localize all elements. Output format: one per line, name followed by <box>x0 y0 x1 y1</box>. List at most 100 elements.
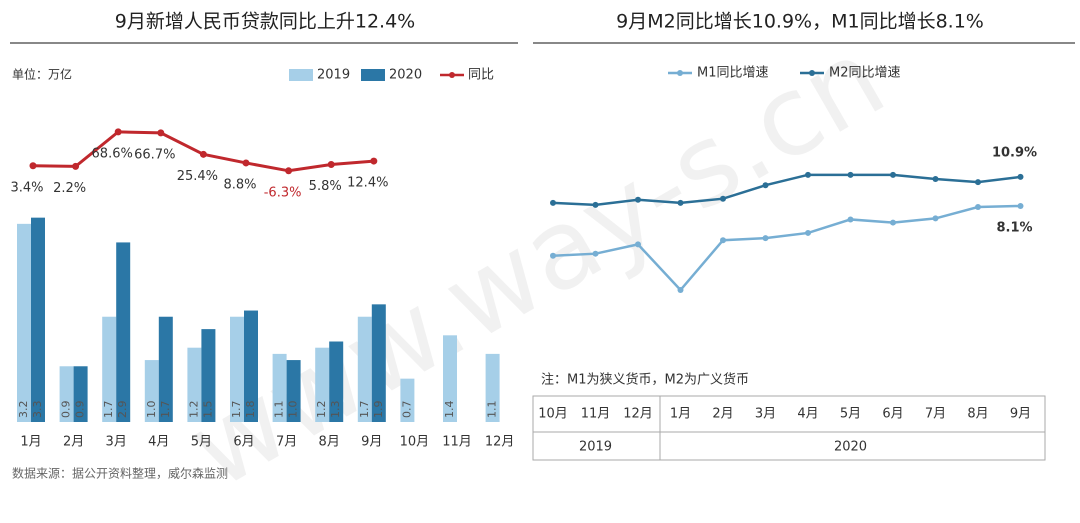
x-tick-label: 1月 <box>20 435 41 450</box>
yoy-point <box>199 150 207 158</box>
x-tick-label: 2月 <box>712 407 733 422</box>
bar-label: 1.8 <box>244 401 257 419</box>
x-group-label: 2020 <box>834 440 867 455</box>
bar-label: 1.7 <box>230 401 243 419</box>
x-tick-label: 6月 <box>882 407 903 422</box>
bar <box>357 316 372 422</box>
series-line <box>552 173 1021 207</box>
yoy-point <box>285 167 293 175</box>
series-line <box>552 204 1021 292</box>
point <box>1017 202 1024 209</box>
data-label: 2.2% <box>53 181 86 196</box>
legend-swatch <box>289 69 313 81</box>
point <box>1017 173 1024 180</box>
x-tick-label: 12月 <box>623 407 653 422</box>
bar-label: 0.7 <box>400 401 413 419</box>
point <box>550 252 556 259</box>
chart-title: 9月新增人民币贷款同比上升12.4% <box>115 11 415 33</box>
point <box>677 287 684 293</box>
point <box>975 179 981 186</box>
bar <box>102 316 117 422</box>
x-tick-label: 12月 <box>485 435 515 450</box>
x-tick-label: 11月 <box>581 407 611 422</box>
point <box>762 235 769 242</box>
point <box>805 171 811 178</box>
data-label: 8.8% <box>223 177 256 192</box>
bar-label: 1.2 <box>187 401 200 419</box>
bar <box>400 378 415 422</box>
chart-title: 9月M2同比增长10.9%，M1同比增长8.1% <box>616 11 984 33</box>
point <box>762 182 769 189</box>
yoy-point <box>242 159 250 167</box>
bar-label: 1.7 <box>102 401 115 419</box>
bar <box>371 304 386 422</box>
data-label: 66.7% <box>134 147 175 162</box>
yoy-point <box>29 162 37 170</box>
bar-label: 1.3 <box>329 401 342 419</box>
x-tick-label: 10月 <box>400 435 430 450</box>
legend-label: 同比 <box>468 68 494 83</box>
bar <box>59 366 74 422</box>
bar-label: 1.0 <box>287 401 300 419</box>
bar-label: 1.0 <box>145 401 158 419</box>
bar-label: 1.7 <box>159 401 172 419</box>
note: 注：M1为狭义货币，M2为广义货币 <box>541 372 749 388</box>
x-group-label: 2019 <box>579 440 612 455</box>
bar <box>144 360 159 422</box>
bar-label: 1.1 <box>486 401 499 419</box>
table-frame <box>532 395 1046 461</box>
data-label: -6.3% <box>264 185 302 200</box>
point <box>890 171 896 178</box>
legend-dot <box>677 70 683 76</box>
yoy-point <box>370 157 378 165</box>
x-tick-label: 10月 <box>538 407 568 422</box>
bar <box>286 360 301 422</box>
bar-label: 2.9 <box>116 401 129 419</box>
source: 数据来源：据公开资料整理，威尔森监测 <box>12 466 228 481</box>
legend-label: 2019 <box>317 68 350 83</box>
legend-dot <box>449 72 455 78</box>
data-label: 68.6% <box>92 146 133 161</box>
point <box>550 199 556 206</box>
bar <box>31 217 45 422</box>
bar-label: 1.2 <box>315 401 328 419</box>
point <box>932 175 939 182</box>
bar <box>17 223 31 422</box>
x-tick-label: 9月 <box>361 435 382 450</box>
data-label: 8.1% <box>996 220 1032 235</box>
legend-label: M1同比增速 <box>697 66 769 81</box>
point <box>847 171 854 178</box>
point <box>720 195 726 202</box>
bar-label: 0.9 <box>74 401 87 419</box>
data-label: 3.4% <box>10 180 43 195</box>
x-tick-label: 6月 <box>233 435 254 450</box>
point <box>805 229 811 236</box>
data-label: 10.9% <box>992 145 1037 160</box>
bar <box>201 329 216 422</box>
x-tick-label: 4月 <box>148 435 169 450</box>
point <box>847 216 854 223</box>
point <box>677 199 684 206</box>
point <box>592 250 599 257</box>
legend-label: 2020 <box>389 68 422 83</box>
x-tick-label: 3月 <box>755 407 776 422</box>
bar <box>315 347 330 422</box>
bar <box>187 347 202 422</box>
x-tick-label: 7月 <box>276 435 297 450</box>
bar-label: 1.7 <box>358 401 371 419</box>
legend-label: M2同比增速 <box>829 66 901 81</box>
point <box>890 219 896 226</box>
x-tick-label: 5月 <box>191 435 212 450</box>
point <box>635 241 641 248</box>
point <box>932 215 939 222</box>
legend-dot <box>809 70 815 76</box>
legend-swatch <box>361 69 385 81</box>
x-tick-label: 8月 <box>967 407 988 422</box>
yoy-point <box>157 129 165 137</box>
x-tick-label: 7月 <box>925 407 946 422</box>
data-label: 25.4% <box>177 169 218 184</box>
x-tick-label: 3月 <box>106 435 127 450</box>
yoy-point <box>114 128 122 136</box>
bar <box>443 335 457 422</box>
data-label: 5.8% <box>309 179 342 194</box>
